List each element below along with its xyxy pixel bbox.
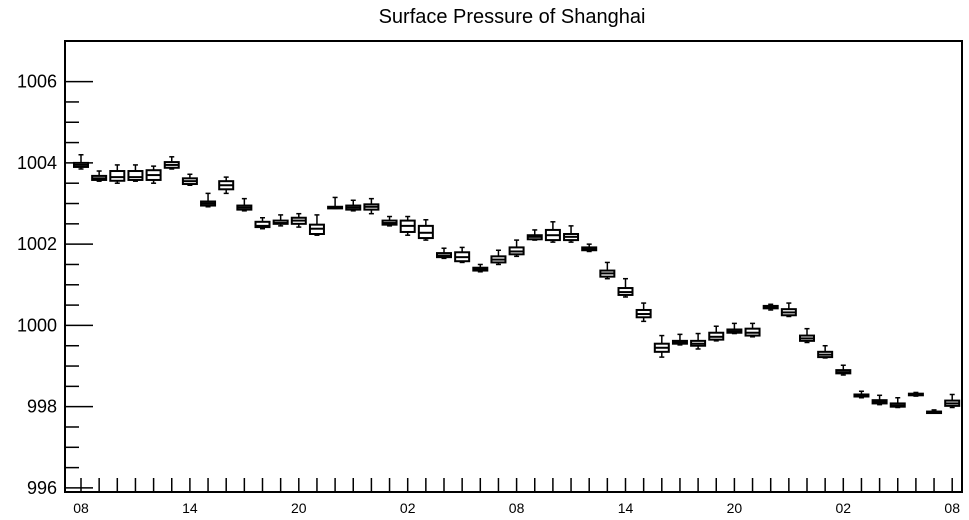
box-plot (799, 327, 815, 344)
box-series (73, 154, 961, 415)
box-plot (653, 334, 670, 358)
x-tick-label: 20 (727, 500, 743, 516)
box-plot (563, 225, 580, 243)
box-iqr (109, 170, 126, 182)
y-tick-label: 1004 (17, 153, 57, 173)
box-plot (163, 156, 180, 170)
box-plot (690, 332, 707, 350)
box-plot (907, 391, 924, 397)
box-plot (599, 261, 616, 280)
box-plot (871, 394, 888, 406)
box-plot (436, 247, 452, 260)
box-plot (218, 176, 235, 195)
y-tick-label: 1006 (17, 72, 57, 92)
box-plot (617, 277, 634, 298)
box-plot (926, 409, 943, 415)
box-plot (181, 173, 198, 186)
box-plot (744, 322, 761, 338)
x-tick-label: 14 (182, 500, 198, 516)
box-plot (308, 214, 325, 236)
box-plot (762, 303, 779, 311)
box-iqr (254, 220, 271, 229)
y-tick-label: 998 (27, 397, 57, 417)
y-tick-label: 1000 (17, 315, 57, 335)
box-plot (417, 219, 434, 241)
box-plot (671, 333, 688, 346)
box-plot (236, 197, 253, 212)
box-plot (472, 263, 489, 273)
box-plot (544, 221, 561, 243)
box-plot (272, 214, 289, 227)
x-tick-label: 08 (944, 500, 960, 516)
x-tick-label: 08 (73, 500, 89, 516)
box-plot (363, 197, 380, 215)
box-iqr (127, 170, 144, 181)
box-plot (581, 243, 598, 253)
box-plot (73, 154, 89, 170)
y-tick-label: 1002 (17, 234, 57, 254)
x-tick-label: 20 (291, 500, 307, 516)
chart-title: Surface Pressure of Shanghai (379, 6, 646, 28)
x-tick-label: 08 (509, 500, 525, 516)
box-plot (780, 302, 797, 318)
box-plot (944, 393, 961, 409)
box-plot (254, 216, 271, 230)
box-plot (327, 196, 344, 210)
box-plot (454, 246, 471, 264)
y-tick-label: 996 (27, 478, 57, 498)
plot-area-frame (64, 40, 963, 493)
box-plot (91, 170, 108, 182)
box-plot (127, 164, 144, 182)
box-plot (290, 212, 307, 228)
x-tick-label: 02 (836, 500, 852, 516)
box-plot (399, 215, 416, 236)
box-plot (200, 192, 217, 208)
x-axis: 08 14 20 02 08 14 20 02 08 (73, 478, 960, 516)
y-axis: 996 998 1000 1002 1004 1006 (17, 72, 93, 498)
box-plot (726, 322, 743, 335)
box-plot (708, 325, 725, 342)
box-plot (817, 344, 834, 359)
box-plot (109, 164, 126, 184)
box-plot (508, 239, 525, 258)
x-tick-label: 14 (618, 500, 634, 516)
box-plot (526, 229, 543, 241)
box-plot (635, 302, 652, 323)
box-plot (853, 390, 870, 399)
box-plot (835, 364, 852, 376)
box-plot (889, 396, 906, 409)
box-plot (145, 165, 162, 184)
box-plot (490, 249, 507, 266)
box-plot (381, 215, 398, 227)
x-tick-label: 02 (400, 500, 416, 516)
box-plot (345, 199, 362, 212)
